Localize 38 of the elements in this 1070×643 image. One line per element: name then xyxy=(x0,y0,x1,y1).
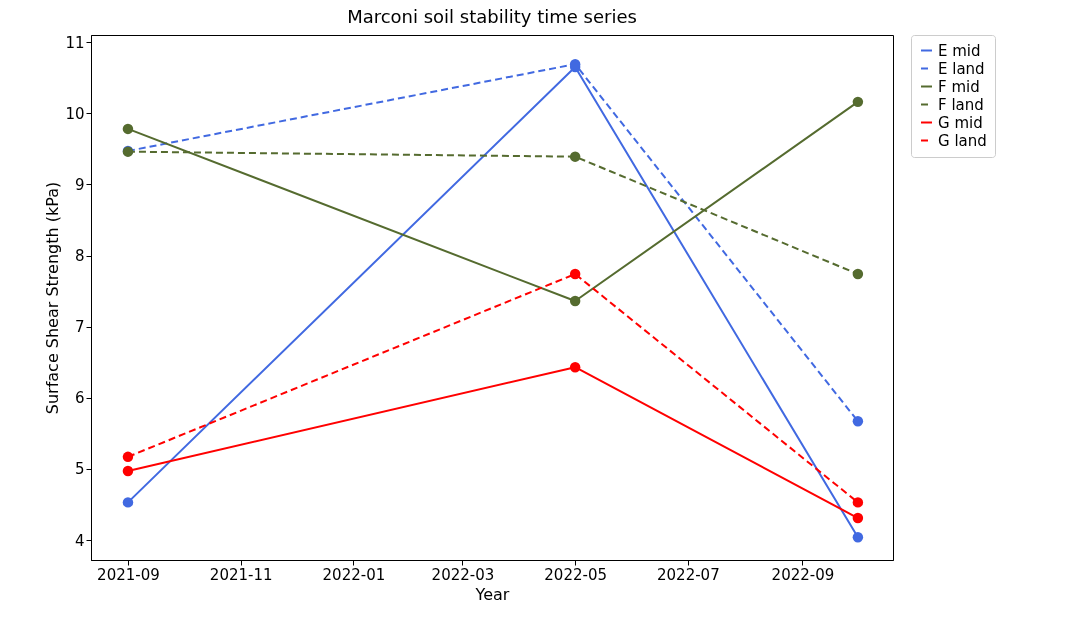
x-tick-label: 2021-11 xyxy=(209,565,273,584)
x-tick-label: 2022-01 xyxy=(322,565,386,584)
x-tick-label: 2021-09 xyxy=(97,565,160,584)
x-tick-label: 2022-09 xyxy=(771,565,835,584)
point xyxy=(852,416,864,427)
point xyxy=(569,361,581,373)
y-tick-label: 11 xyxy=(65,33,85,52)
y-axis-title: Surface Shear Strength (kPa) xyxy=(43,181,63,415)
point xyxy=(122,465,134,477)
y-tick-label: 5 xyxy=(74,460,85,479)
point xyxy=(852,96,864,108)
x-axis-title: Year xyxy=(474,584,510,604)
y-tick-label: 9 xyxy=(74,175,85,194)
x-tick-label: 2022-03 xyxy=(431,565,495,584)
point xyxy=(569,151,581,162)
legend-label: G mid xyxy=(938,113,983,132)
point xyxy=(122,451,134,463)
y-tick-label: 10 xyxy=(65,104,85,123)
point xyxy=(569,295,581,307)
point xyxy=(122,123,134,135)
y-tick-label: 4 xyxy=(74,531,85,550)
y-tick-label: 7 xyxy=(74,318,85,337)
x-tick-label: 2022-05 xyxy=(544,565,607,584)
x-tick-label: 2022-07 xyxy=(657,565,720,584)
chart-title: Marconi soil stability time series xyxy=(347,5,637,27)
legend-label: G land xyxy=(938,131,987,150)
point xyxy=(852,497,864,508)
point xyxy=(852,512,864,524)
legend-label: F land xyxy=(938,95,984,114)
point xyxy=(569,268,581,280)
point xyxy=(122,497,134,508)
y-tick-label: 6 xyxy=(74,389,85,408)
legend-label: E mid xyxy=(938,41,981,60)
y-tick-label: 8 xyxy=(74,247,85,266)
point xyxy=(852,268,864,280)
legend-label: E land xyxy=(938,59,985,78)
legend-label: F mid xyxy=(938,77,980,96)
point xyxy=(852,532,864,543)
